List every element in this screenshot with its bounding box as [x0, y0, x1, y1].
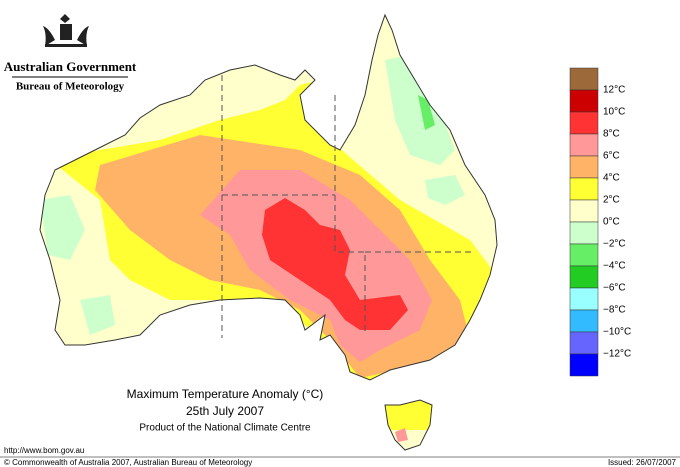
- legend-swatch: [569, 111, 599, 135]
- map-date: 25th July 2007: [186, 404, 264, 418]
- legend-label: −2°C: [603, 239, 626, 250]
- legend-label: −8°C: [603, 305, 626, 316]
- legend-label: 8°C: [603, 129, 620, 140]
- legend-label: −4°C: [603, 261, 626, 272]
- legend-label: 6°C: [603, 151, 620, 162]
- legend-label: 12°C: [603, 85, 625, 96]
- zone-neg2-0: [80, 295, 115, 335]
- legend-swatch: [569, 309, 599, 333]
- url: http://www.bom.gov.au: [4, 446, 84, 455]
- legend-label: 0°C: [603, 217, 620, 228]
- agency-name: Bureau of Meteorology: [16, 81, 125, 93]
- legend-swatch: [569, 199, 599, 223]
- legend-label: −12°C: [603, 349, 631, 360]
- legend-label: −10°C: [603, 327, 631, 338]
- government-name: Australian Government: [4, 59, 137, 74]
- legend-swatch: [569, 155, 599, 179]
- legend-label: 10°C: [603, 107, 625, 118]
- legend-label: 4°C: [603, 173, 620, 184]
- legend-swatch: [569, 287, 599, 311]
- coastline: [39, 13, 498, 451]
- issued-date: Issued: 26/07/2007: [608, 458, 677, 467]
- map-title: Maximum Temperature Anomaly (°C): [127, 387, 324, 401]
- legend-swatch: [569, 331, 599, 355]
- legend: 12°C 10°C 8°C 6°C 4°C 2°C 0°C −2°C −4°C −6°C −8°C −…: [569, 67, 631, 377]
- legend-swatch: [569, 89, 599, 113]
- coat-of-arms: [43, 14, 89, 47]
- zone-neg2-0: [425, 175, 465, 205]
- product-note: Product of the National Climate Centre: [139, 423, 311, 434]
- legend-swatch: [569, 265, 599, 289]
- legend-label: −6°C: [603, 283, 626, 294]
- zone-8-10: [262, 198, 408, 330]
- legend-swatch: [569, 177, 599, 201]
- zone-neg4-neg2: [418, 95, 435, 130]
- legend-swatch: [569, 133, 599, 157]
- zone-neg2-0: [40, 195, 85, 260]
- legend-swatch: [569, 243, 599, 267]
- copyright: © Commonwealth of Australia 2007, Austra…: [4, 458, 252, 467]
- zone-6-8: [395, 428, 408, 442]
- legend-swatch: [569, 221, 599, 245]
- legend-label: 2°C: [603, 195, 620, 206]
- state-borders: [221, 75, 475, 338]
- zone-neg2-0: [385, 55, 455, 165]
- legend-swatch: [569, 67, 599, 91]
- legend-swatch: [569, 353, 599, 377]
